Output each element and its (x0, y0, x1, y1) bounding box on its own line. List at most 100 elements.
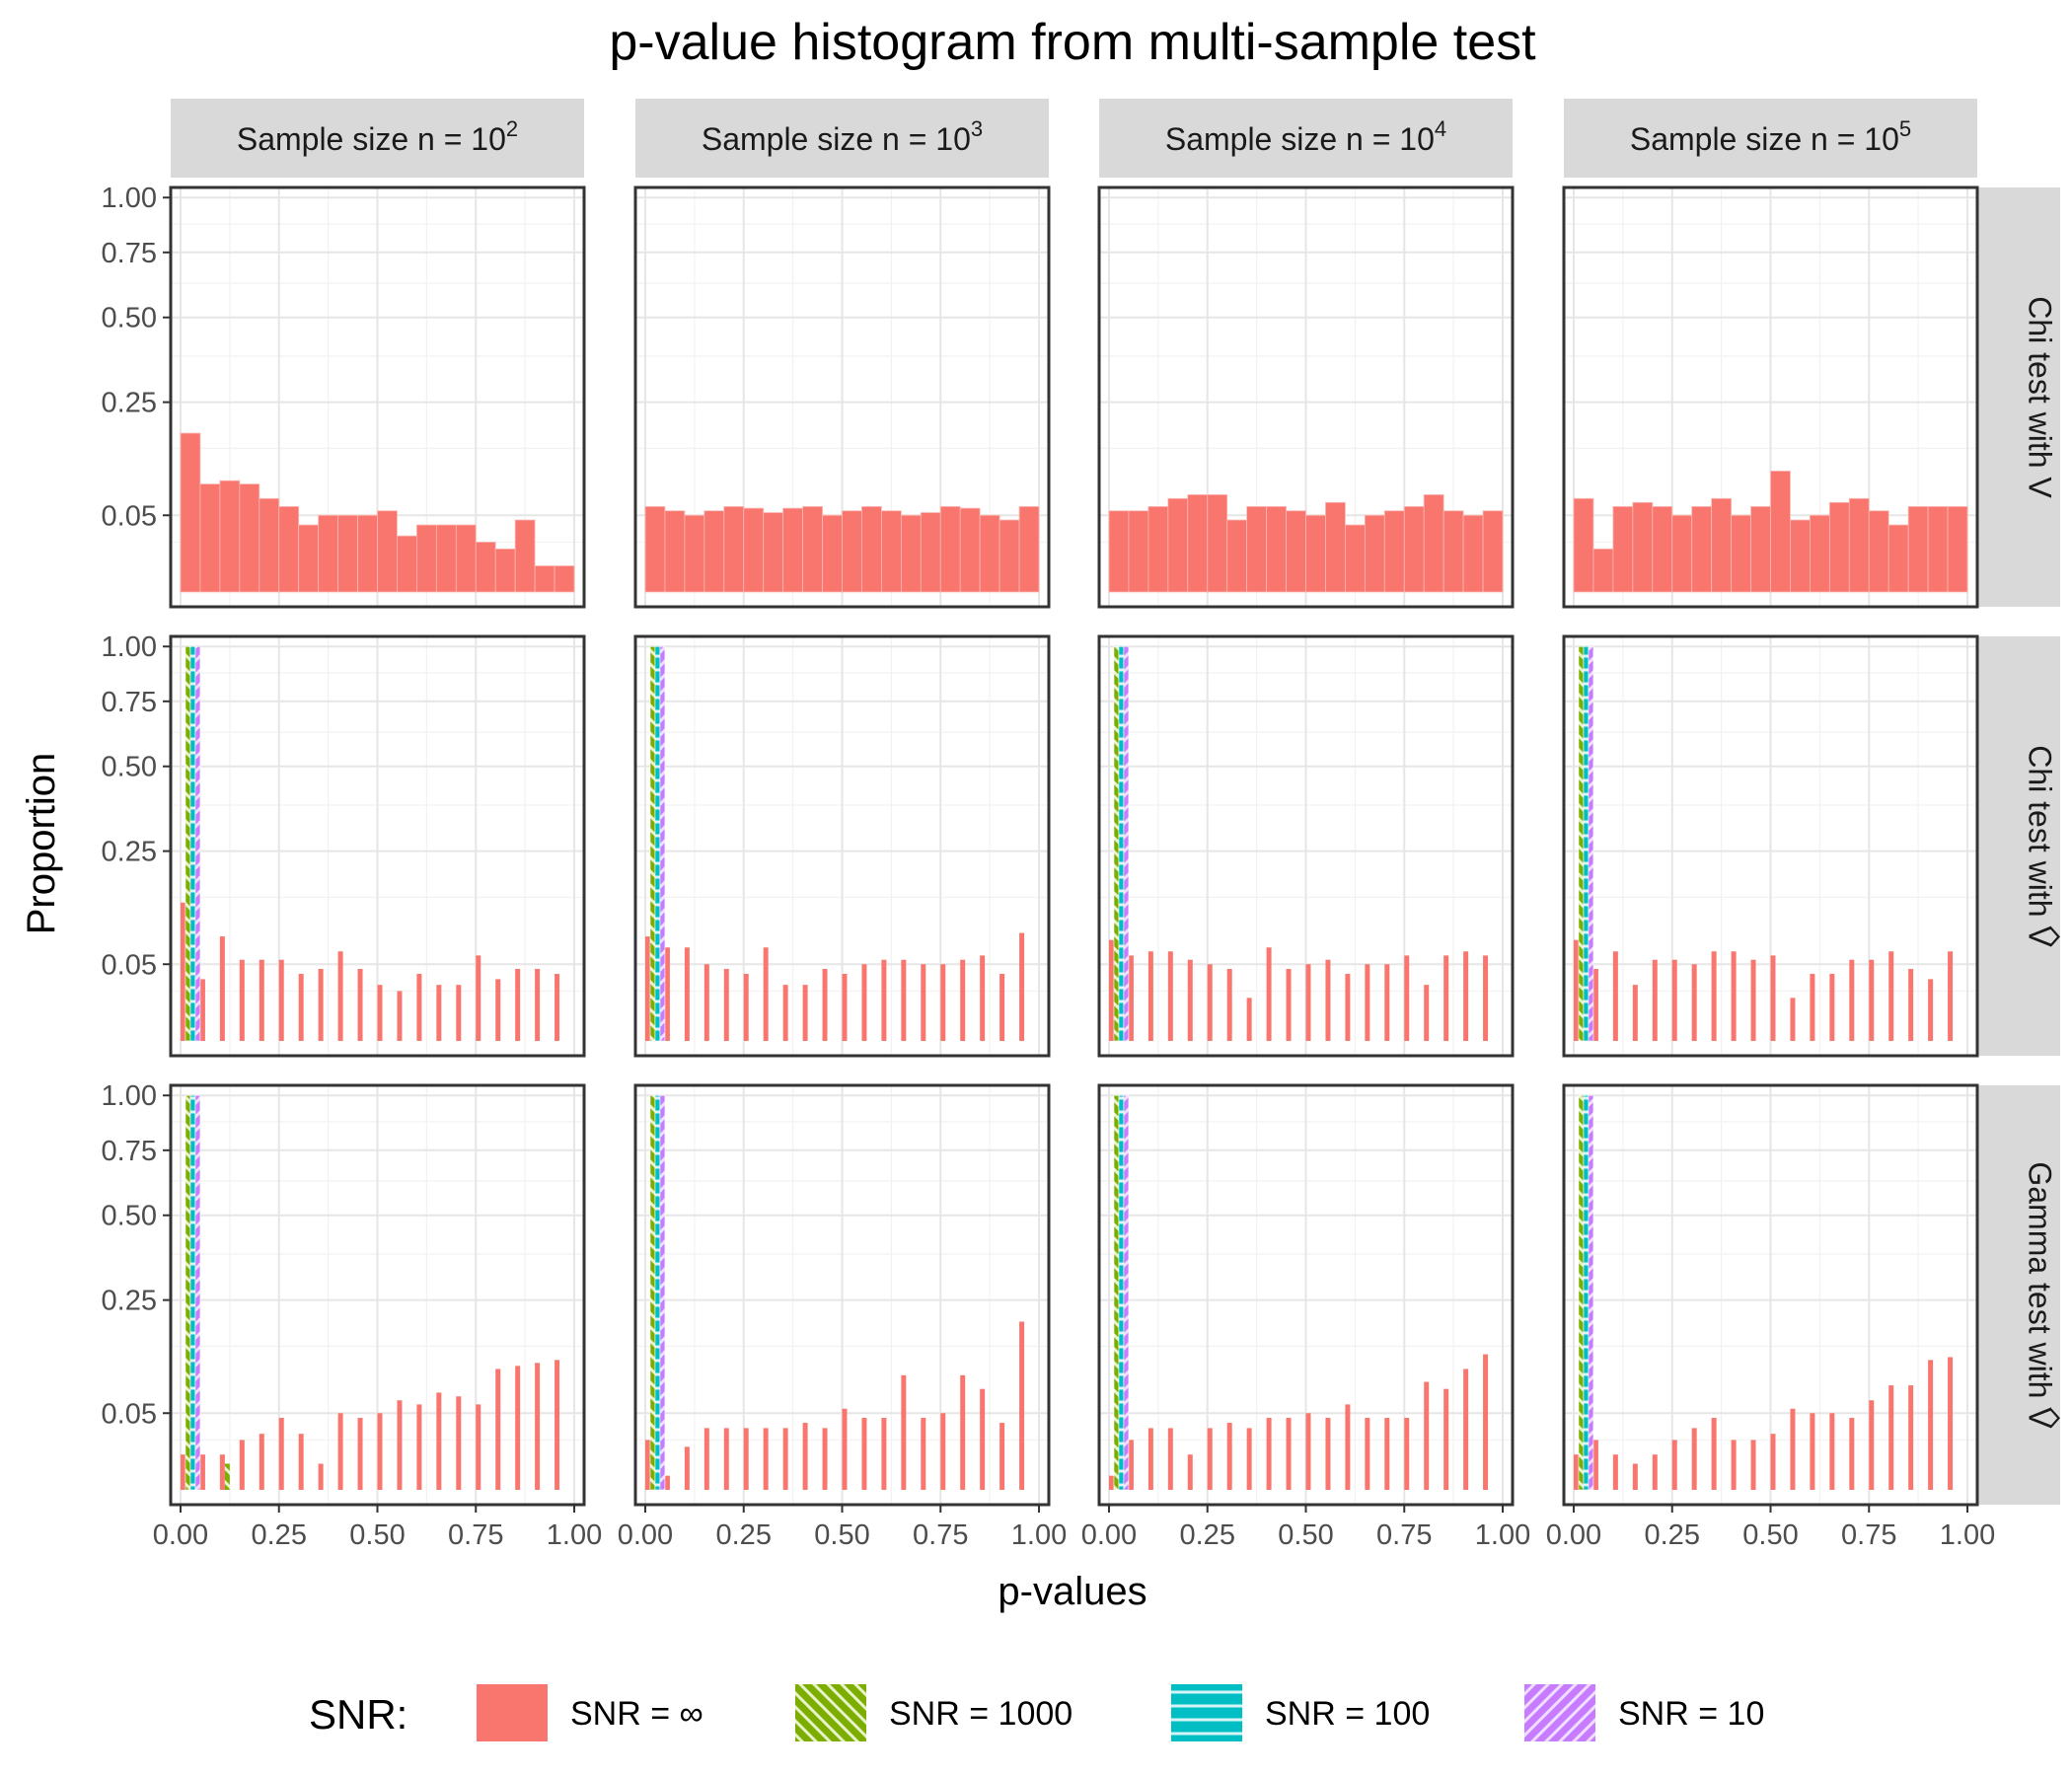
bar-snr-infinity (960, 1374, 966, 1490)
panel-grid: Sample size n = 102 Sample size n = 103 Sa… (102, 99, 2060, 1551)
bar-snr-infinity (1108, 1475, 1114, 1490)
column-strip-text: Sample size n = 10 (1165, 121, 1435, 157)
column-strip-text: Sample size n = 10 (237, 121, 506, 157)
bar-snr-infinity (861, 1418, 867, 1490)
x-tick-label: 0.50 (814, 1519, 869, 1551)
bar-snr-infinity (1592, 969, 1598, 1041)
bar-snr-infinity (239, 483, 260, 593)
bar-snr-infinity (1750, 506, 1771, 593)
bar-snr-100 (1583, 645, 1590, 1042)
bar-snr-infinity (1325, 1418, 1331, 1490)
bar-snr-infinity (703, 1428, 709, 1490)
bar-snr-infinity (1908, 969, 1914, 1041)
bar-snr-infinity (881, 510, 902, 593)
facet-panel (1097, 185, 1515, 609)
bar-snr-infinity (901, 959, 907, 1041)
bar-snr-infinity (664, 947, 670, 1041)
bar-snr-infinity (1671, 514, 1693, 593)
bar-snr-infinity (1462, 514, 1484, 593)
bar-snr-infinity (1888, 951, 1894, 1041)
legend-title: SNR: (309, 1691, 407, 1738)
bar-snr-infinity (1266, 947, 1272, 1041)
y-tick-label: 0.75 (102, 1136, 157, 1167)
bar-snr-infinity (861, 964, 867, 1041)
bar-snr-10 (1588, 1094, 1594, 1491)
bar-snr-infinity (515, 1366, 521, 1490)
bar-snr-100 (654, 645, 661, 1042)
bar-snr-infinity (278, 959, 284, 1041)
legend-label: SNR = 100 (1265, 1695, 1430, 1733)
x-tick-label: 0.50 (349, 1519, 405, 1551)
bar-snr-infinity (1810, 1413, 1815, 1490)
bar-snr-infinity (1167, 951, 1173, 1041)
bar-snr-1000 (649, 1094, 656, 1491)
bar-snr-infinity (684, 1446, 690, 1490)
bar-snr-infinity (397, 535, 417, 593)
bar-snr-infinity (357, 1418, 363, 1490)
x-tick-label: 0.25 (252, 1519, 307, 1551)
bar-snr-infinity (1226, 969, 1232, 1041)
bar-snr-infinity (1848, 497, 1870, 593)
bar-snr-100 (654, 1094, 661, 1491)
bar-snr-infinity (476, 955, 481, 1041)
bar-snr-infinity (1928, 979, 1934, 1041)
bar-snr-infinity (842, 974, 848, 1041)
bar-snr-infinity (1927, 506, 1949, 593)
bar-snr-infinity (921, 964, 926, 1041)
bar-snr-1000 (649, 645, 656, 1042)
bar-snr-infinity (1305, 964, 1311, 1041)
bar-snr-infinity (1365, 964, 1370, 1041)
bar-snr-infinity (1147, 506, 1169, 593)
y-tick-label: 1.00 (102, 631, 157, 663)
column-strip: Sample size n = 102 (171, 99, 584, 178)
bar-snr-infinity (298, 974, 304, 1041)
bar-snr-infinity (1731, 951, 1737, 1041)
bar-snr-infinity (494, 548, 516, 593)
bar-snr-infinity (416, 524, 437, 593)
bar-snr-infinity (921, 1418, 926, 1490)
bar-snr-infinity (723, 969, 729, 1041)
x-tick-label: 0.00 (1081, 1519, 1137, 1551)
y-tick-label: 0.50 (102, 752, 157, 783)
bar-snr-infinity (1207, 1428, 1213, 1490)
bar-snr-infinity (1483, 1354, 1489, 1490)
bar-snr-infinity (1147, 1428, 1153, 1490)
bar-snr-100 (189, 645, 196, 1042)
bar-snr-10 (659, 1094, 666, 1491)
bar-snr-infinity (822, 969, 828, 1041)
bar-snr-infinity (1573, 1454, 1579, 1490)
x-tick-label: 0.25 (1645, 1519, 1700, 1551)
legend-swatch (1524, 1684, 1595, 1741)
bar-snr-infinity (1887, 524, 1909, 593)
facet-panel: 1.00 0.75 0.50 0.25 0.05 0.00 0.25 0.50 0.75 1.00 (102, 1080, 603, 1551)
bar-snr-infinity (1187, 1454, 1193, 1490)
x-axis-title: p-values (998, 1570, 1147, 1613)
bar-snr-infinity (1592, 548, 1614, 593)
x-tick-label: 1.00 (1475, 1519, 1530, 1551)
bar-snr-infinity (664, 1475, 670, 1490)
x-tick-label: 0.25 (716, 1519, 772, 1551)
x-tick-label: 0.75 (913, 1519, 968, 1551)
bar-snr-infinity (1226, 519, 1248, 593)
panel-border (169, 185, 586, 609)
hat-accent-icon (2049, 926, 2060, 947)
column-strip-background (1099, 99, 1513, 178)
bar-snr-infinity (357, 514, 378, 593)
bar-snr-infinity (1731, 1440, 1737, 1490)
bar-snr-infinity (684, 947, 690, 1041)
bar-snr-infinity (900, 514, 922, 593)
facet-panel (1097, 634, 1515, 1058)
bar-snr-10 (659, 645, 666, 1042)
bar-snr-infinity (802, 985, 808, 1041)
bar-snr-infinity (1948, 1357, 1954, 1490)
bar-snr-infinity (416, 974, 422, 1041)
facet-panel: 0.00 0.25 0.50 0.75 1.00 (618, 1083, 1067, 1551)
bar-snr-infinity (1019, 1321, 1025, 1490)
bar-snr-10 (1123, 645, 1130, 1042)
bar-snr-infinity (644, 936, 650, 1041)
bar-snr-infinity (259, 497, 280, 593)
bar-snr-infinity (1404, 1418, 1410, 1490)
bar-snr-infinity (1147, 951, 1153, 1041)
column-strip-background (1564, 99, 1977, 178)
bar-snr-infinity (495, 1369, 501, 1490)
